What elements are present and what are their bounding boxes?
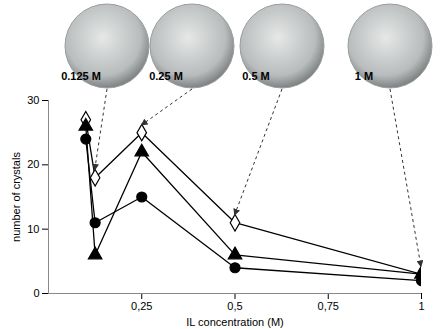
svg-text:0.25 M: 0.25 M [149, 70, 183, 82]
svg-text:0,5: 0,5 [227, 300, 242, 312]
svg-text:0: 0 [33, 287, 39, 299]
svg-text:30: 30 [27, 94, 39, 106]
svg-text:20: 20 [27, 158, 39, 170]
svg-text:0.125 M: 0.125 M [61, 70, 101, 82]
svg-text:1 M: 1 M [355, 70, 373, 82]
svg-text:0.5 M: 0.5 M [242, 70, 270, 82]
svg-text:IL concentration (M): IL concentration (M) [186, 316, 283, 328]
svg-text:10: 10 [27, 223, 39, 235]
svg-text:0,25: 0,25 [131, 300, 152, 312]
svg-text:0,75: 0,75 [318, 300, 339, 312]
svg-text:1: 1 [418, 300, 424, 312]
svg-text:number of crystals: number of crystals [10, 152, 22, 242]
